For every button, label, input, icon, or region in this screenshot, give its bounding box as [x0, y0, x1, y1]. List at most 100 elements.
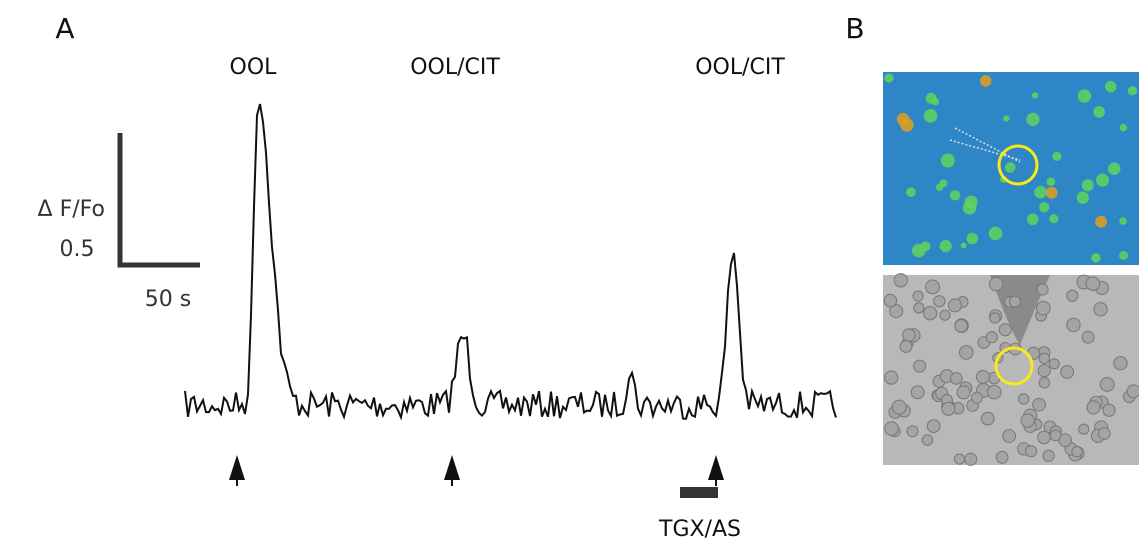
arrowheads [229, 455, 724, 486]
cell [989, 227, 1003, 241]
cell [1096, 174, 1109, 187]
cell [894, 274, 907, 287]
cell [1127, 385, 1139, 398]
cell [926, 280, 940, 294]
cell [927, 420, 940, 433]
cell [1072, 447, 1082, 457]
cell [1037, 284, 1048, 295]
cell [1087, 401, 1100, 414]
cell [966, 233, 978, 245]
stimulus-label: OOL/CIT [695, 55, 785, 80]
cell [885, 371, 898, 384]
cell [911, 386, 924, 399]
cell [1026, 113, 1039, 126]
cell [971, 392, 982, 403]
treatment-bar [680, 487, 718, 498]
cell [1005, 162, 1016, 173]
cell [981, 412, 994, 425]
cell [1077, 191, 1089, 203]
cell [1043, 450, 1054, 461]
cell [957, 386, 970, 399]
cell [996, 451, 1008, 463]
cell [948, 299, 961, 312]
cell [1061, 366, 1074, 379]
cell [1027, 213, 1039, 225]
cell [1091, 253, 1101, 263]
brightfield-image [883, 274, 1139, 466]
cell [913, 291, 923, 301]
cell [959, 346, 973, 360]
cell [955, 320, 967, 332]
cell [884, 294, 896, 306]
cell [940, 240, 952, 252]
cell [903, 329, 915, 341]
cell [1049, 214, 1058, 223]
cell [1034, 186, 1047, 199]
cell [900, 118, 914, 132]
cell [989, 277, 1002, 290]
cell [999, 324, 1011, 336]
cell [1067, 290, 1078, 301]
cell [980, 75, 992, 87]
cell [1039, 377, 1050, 388]
cell [1067, 318, 1080, 331]
cell [1082, 179, 1094, 191]
cell [954, 454, 964, 464]
cell [1095, 216, 1107, 228]
cell [885, 422, 899, 436]
cell [965, 453, 977, 465]
cell [950, 190, 960, 200]
cell [892, 400, 906, 414]
scale-bar [120, 133, 200, 265]
cell [907, 426, 918, 437]
cell [1098, 428, 1110, 440]
cell [1108, 162, 1121, 175]
cell [1120, 124, 1128, 132]
cell [963, 201, 977, 215]
cell [1032, 92, 1038, 98]
cell [1038, 431, 1051, 444]
cell [1079, 424, 1089, 434]
cell [961, 243, 967, 249]
cell [914, 360, 926, 372]
cell [924, 109, 938, 123]
panel-label: B [845, 12, 864, 45]
cell [1025, 446, 1036, 457]
cell [987, 385, 1001, 399]
cell [1018, 394, 1028, 404]
cell [922, 435, 933, 446]
treatment-label: TGX/AS [658, 517, 741, 542]
figure: A B OOL OOL/CIT OOL/CIT Δ F/Fo 0.5 50 s … [0, 0, 1139, 551]
scale-y-value: 0.5 [60, 237, 95, 262]
scale-y-label: Δ F/Fo [38, 197, 105, 222]
cell [1128, 86, 1137, 95]
cell [1050, 430, 1061, 441]
cell [884, 73, 893, 82]
cell [942, 402, 955, 415]
cell [939, 179, 947, 187]
cell [912, 244, 926, 258]
cell [1093, 106, 1105, 118]
cell [976, 370, 989, 383]
cell [986, 332, 997, 343]
cell [1039, 353, 1050, 364]
cell [1052, 152, 1061, 161]
cell [1119, 251, 1128, 260]
cell [1114, 357, 1127, 370]
fluorescence-image [883, 72, 1139, 265]
cell [1119, 217, 1127, 225]
cell [906, 187, 916, 197]
cell [926, 93, 937, 104]
cell [1105, 81, 1117, 93]
cell [1039, 202, 1049, 212]
cell [1021, 414, 1034, 427]
cell [1103, 404, 1115, 416]
cell [900, 341, 912, 353]
cell [1046, 177, 1055, 186]
cell [914, 303, 924, 313]
cell [923, 307, 936, 320]
cell [1078, 89, 1091, 102]
cell [934, 296, 945, 307]
trace [185, 104, 836, 419]
cell [1094, 303, 1107, 316]
